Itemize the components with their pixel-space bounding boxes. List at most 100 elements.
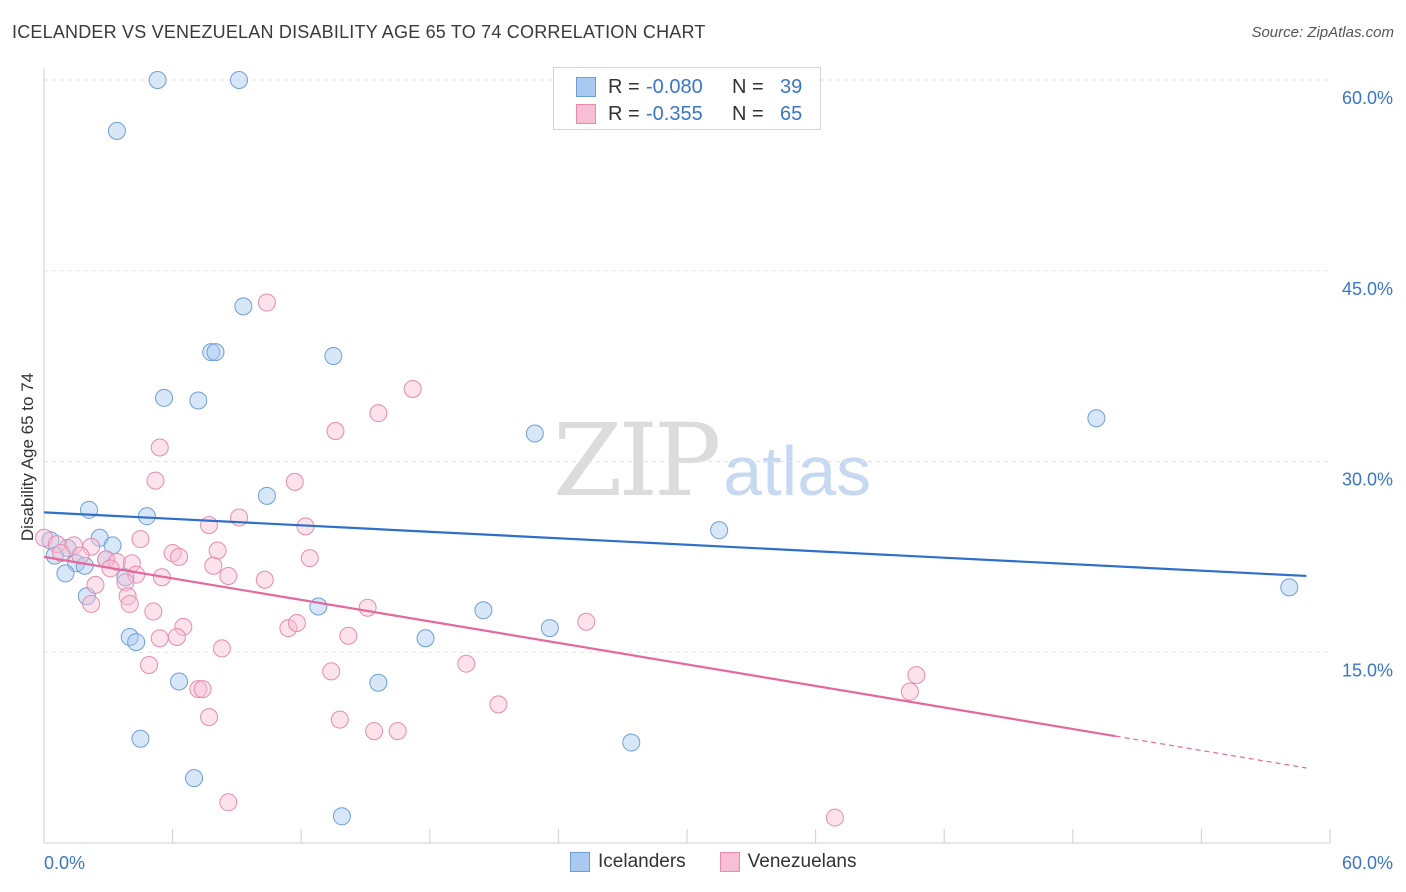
point-icelanders xyxy=(202,343,221,362)
point-venezuelans xyxy=(330,710,349,729)
point-icelanders xyxy=(474,601,493,620)
legend-swatch-venezuelans xyxy=(576,104,596,124)
point-venezuelans xyxy=(300,549,319,568)
point-icelanders xyxy=(332,807,351,826)
legend-n-value: 65 xyxy=(780,102,803,125)
point-venezuelans xyxy=(322,662,341,681)
series-legend-venezuelans[interactable]: Venezuelans xyxy=(719,851,857,873)
point-icelanders xyxy=(234,297,253,316)
point-venezuelans xyxy=(52,544,71,563)
y-axis-label: Disability Age 65 to 74 xyxy=(18,372,37,542)
legend-n-value: 39 xyxy=(780,75,803,98)
y-tick-label: 15.0% xyxy=(1342,660,1393,680)
point-icelanders xyxy=(206,343,225,362)
point-venezuelans xyxy=(120,594,139,613)
legend-row-icelanders: R = -0.080 N = 39 xyxy=(576,74,802,100)
legend-n-label: N = xyxy=(732,75,764,98)
y-tick-label: 60.0% xyxy=(1342,88,1393,108)
x-tick-label-min: 0.0% xyxy=(44,853,85,873)
series-label-icelanders: Icelanders xyxy=(598,851,686,872)
point-icelanders xyxy=(416,629,435,648)
point-venezuelans xyxy=(369,404,388,423)
point-venezuelans xyxy=(146,471,165,490)
legend-r-label: R = xyxy=(608,75,640,98)
point-venezuelans xyxy=(212,639,231,658)
point-venezuelans xyxy=(193,680,212,699)
legend-r-label: R = xyxy=(608,102,640,125)
x-tick-label-max: 60.0% xyxy=(1342,853,1393,873)
watermark-zip: ZIP xyxy=(553,402,721,519)
point-venezuelans xyxy=(150,629,169,648)
point-venezuelans xyxy=(900,682,919,701)
point-venezuelans xyxy=(131,530,150,549)
point-venezuelans xyxy=(204,556,223,575)
series-swatch-venezuelans xyxy=(719,852,740,872)
point-icelanders xyxy=(1087,409,1106,428)
point-venezuelans xyxy=(825,808,844,827)
point-icelanders xyxy=(131,729,150,748)
point-venezuelans xyxy=(167,627,186,646)
point-icelanders xyxy=(309,597,328,616)
y-tick-label: 45.0% xyxy=(1342,279,1393,299)
point-venezuelans xyxy=(287,614,306,633)
point-icelanders xyxy=(1280,578,1299,597)
point-venezuelans xyxy=(403,380,422,399)
point-icelanders xyxy=(710,521,729,540)
point-venezuelans xyxy=(489,695,508,714)
point-venezuelans xyxy=(208,541,227,560)
point-icelanders xyxy=(257,486,276,505)
point-venezuelans xyxy=(150,438,169,457)
watermark-atlas: atlas xyxy=(723,432,872,510)
point-venezuelans xyxy=(255,570,274,589)
point-venezuelans xyxy=(285,472,304,491)
source-label: Source: ZipAtlas.com xyxy=(1251,24,1394,41)
point-venezuelans xyxy=(71,546,90,565)
point-venezuelans xyxy=(174,617,193,636)
point-icelanders xyxy=(155,388,174,407)
trendline-icelanders xyxy=(43,511,1307,578)
y-tick-label: 30.0% xyxy=(1342,470,1393,490)
trendline-venezuelans xyxy=(43,555,1116,738)
point-venezuelans xyxy=(326,421,345,440)
point-icelanders xyxy=(540,619,559,638)
point-venezuelans xyxy=(140,655,159,674)
point-venezuelans xyxy=(82,537,101,556)
point-venezuelans xyxy=(279,619,298,638)
point-venezuelans xyxy=(219,793,238,812)
point-venezuelans xyxy=(200,708,219,727)
trendline-extension-venezuelans xyxy=(1115,735,1307,769)
point-icelanders xyxy=(369,673,388,692)
legend-r-value: -0.355 xyxy=(646,102,703,125)
point-icelanders xyxy=(189,391,208,410)
correlation-legend: R = -0.080 N = 39 R = -0.355 N = 65 xyxy=(553,67,821,130)
point-icelanders xyxy=(127,633,146,652)
point-venezuelans xyxy=(200,516,219,535)
point-venezuelans xyxy=(365,722,384,741)
series-legend-icelanders[interactable]: Icelanders xyxy=(570,851,686,873)
watermark: ZIPatlas xyxy=(553,402,871,519)
point-icelanders xyxy=(230,71,249,89)
point-venezuelans xyxy=(577,612,596,631)
point-venezuelans xyxy=(257,293,276,312)
point-venezuelans xyxy=(189,680,208,699)
point-venezuelans xyxy=(339,626,358,645)
legend-row-venezuelans: R = -0.355 N = 65 xyxy=(576,101,802,127)
point-icelanders xyxy=(324,346,343,365)
point-icelanders xyxy=(170,672,189,691)
point-icelanders xyxy=(525,424,544,443)
legend-r-value: -0.080 xyxy=(646,75,703,98)
point-icelanders xyxy=(622,733,641,752)
point-venezuelans xyxy=(107,552,126,571)
point-icelanders xyxy=(185,769,204,788)
point-venezuelans xyxy=(457,654,476,673)
legend-n-label: N = xyxy=(732,102,764,125)
point-venezuelans xyxy=(86,575,105,594)
point-icelanders xyxy=(107,121,126,140)
point-venezuelans xyxy=(144,602,163,621)
point-icelanders xyxy=(56,564,75,583)
point-venezuelans xyxy=(358,598,377,617)
point-venezuelans xyxy=(907,666,926,685)
point-venezuelans xyxy=(82,594,101,613)
point-venezuelans xyxy=(116,573,135,592)
